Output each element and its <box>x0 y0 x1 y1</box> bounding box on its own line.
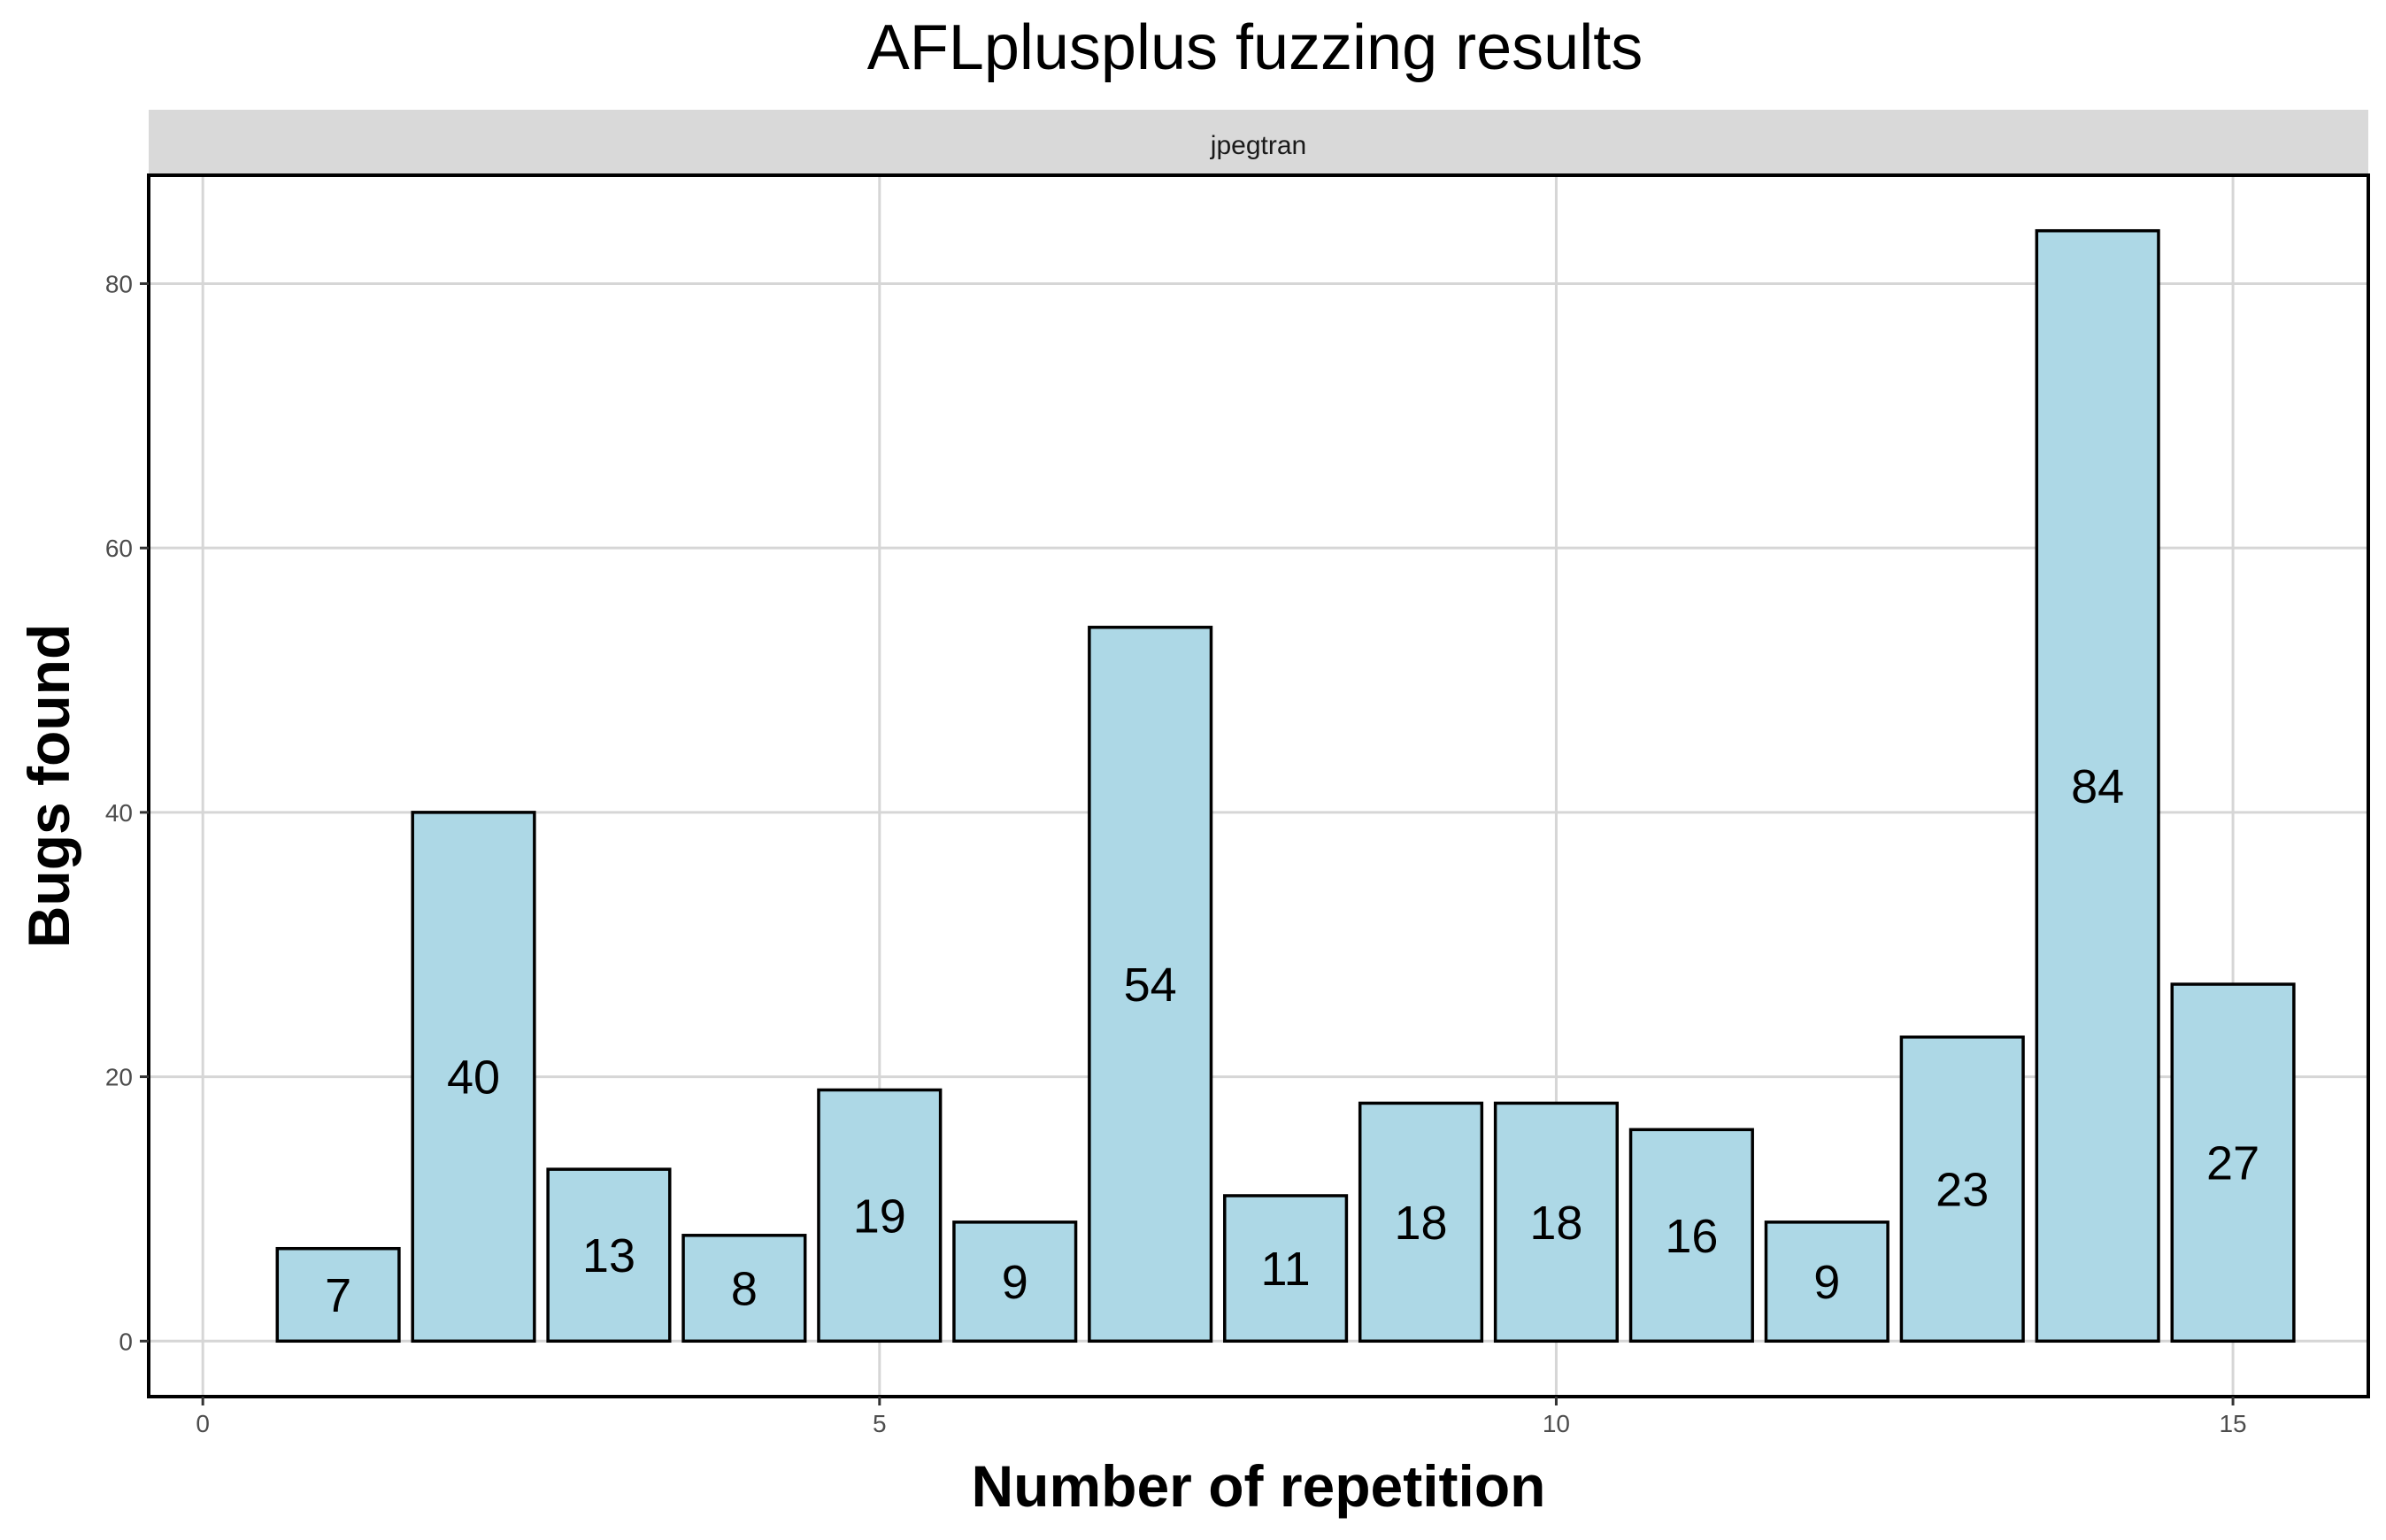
bars-layer <box>275 228 2296 1344</box>
bar-value-label: 13 <box>582 1229 635 1282</box>
facet-strip: jpegtran <box>149 110 2368 175</box>
bar <box>817 1088 943 1344</box>
x-tick-label: 10 <box>1543 1410 1570 1437</box>
bar-value-label: 54 <box>1124 959 1177 1012</box>
x-axis-title: Number of repetition <box>971 1453 1545 1519</box>
bar <box>2170 982 2296 1344</box>
bar <box>1088 626 1213 1344</box>
x-tick-label: 0 <box>196 1410 210 1437</box>
bar-value-label: 9 <box>1813 1256 1840 1309</box>
panel-border <box>147 173 2370 1398</box>
y-tick-label: 20 <box>105 1064 133 1091</box>
bar-value-label: 19 <box>853 1190 906 1243</box>
bar <box>1223 1194 1349 1344</box>
data-labels-layer: 7 40 13 8 19 9 54 11 18 18 16 9 23 84 27 <box>325 760 2259 1322</box>
chart-title: AFLplusplus fuzzing results <box>867 12 1643 83</box>
facet-label: jpegtran <box>1210 131 1306 160</box>
bar <box>1764 1220 1890 1344</box>
x-tick-label: 15 <box>2219 1410 2246 1437</box>
x-tick-label: 5 <box>873 1410 887 1437</box>
y-axis-title: Bugs found <box>16 624 81 949</box>
bar-value-label: 84 <box>2071 760 2124 813</box>
bar <box>1358 1101 1484 1344</box>
bar <box>275 1246 401 1344</box>
bar-value-label: 16 <box>1665 1210 1718 1263</box>
bar-value-label: 11 <box>1261 1243 1311 1296</box>
bar-value-label: 8 <box>731 1263 758 1316</box>
bar <box>1628 1128 1754 1344</box>
plot-panel: 7 40 13 8 19 9 54 11 18 18 16 9 23 84 27 <box>147 173 2370 1398</box>
bar <box>1493 1101 1620 1344</box>
y-axis: 0 20 40 60 80 <box>105 270 149 1355</box>
bar-value-label: 27 <box>2206 1137 2259 1190</box>
x-axis: 0 5 10 15 <box>196 1397 2247 1437</box>
bar <box>1899 1036 2025 1344</box>
y-tick-label: 0 <box>119 1328 133 1355</box>
bar <box>546 1167 672 1344</box>
bar-value-label: 23 <box>1936 1164 1989 1217</box>
y-tick-label: 60 <box>105 535 133 562</box>
bar-value-label: 7 <box>325 1269 351 1322</box>
bar-value-label: 18 <box>1529 1197 1582 1250</box>
y-tick-label: 80 <box>105 270 133 297</box>
bar <box>681 1234 807 1344</box>
bar <box>2035 228 2160 1344</box>
bar-value-label: 18 <box>1394 1197 1447 1250</box>
bar-value-label: 40 <box>447 1051 500 1105</box>
bar <box>952 1220 1078 1344</box>
bar <box>411 811 536 1344</box>
y-tick-label: 40 <box>105 799 133 827</box>
bar-value-label: 9 <box>1002 1256 1028 1309</box>
